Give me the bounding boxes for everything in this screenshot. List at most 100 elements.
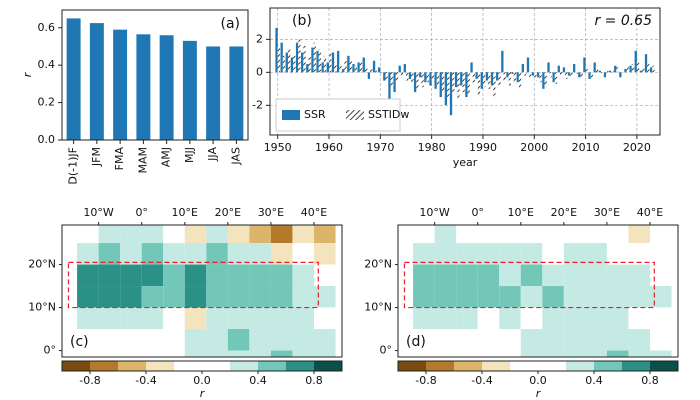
x-tick-label: 10°W xyxy=(419,206,449,219)
bar xyxy=(290,57,294,73)
map-cell xyxy=(227,225,250,244)
bar xyxy=(375,70,378,73)
x-tick-label: AMJ xyxy=(160,147,173,167)
colorbar-segment xyxy=(174,361,202,371)
bar xyxy=(573,64,576,73)
map-cell xyxy=(120,225,142,244)
bar xyxy=(521,64,525,73)
map-cell xyxy=(542,350,564,357)
bar xyxy=(631,64,635,73)
bar xyxy=(460,72,463,86)
bar xyxy=(408,72,412,79)
bar xyxy=(316,50,319,73)
panel-label: (b) xyxy=(292,13,312,29)
bar xyxy=(506,72,509,78)
map-cell xyxy=(628,286,650,308)
bar xyxy=(303,45,306,73)
map-cell xyxy=(477,264,500,287)
colorbar-label: r xyxy=(536,387,542,400)
x-tick-label: 2020 xyxy=(623,141,651,154)
bar xyxy=(298,39,301,73)
colorbar-segment xyxy=(538,361,566,371)
bar xyxy=(503,72,506,83)
x-tick-label: MJJ xyxy=(183,147,196,163)
map-cell xyxy=(520,307,543,330)
bar xyxy=(287,47,291,73)
colorbar-segment xyxy=(146,361,174,371)
colorbar-segment xyxy=(426,361,454,371)
bar xyxy=(306,64,309,73)
bar xyxy=(457,72,460,99)
bar xyxy=(334,62,337,73)
bar xyxy=(367,72,371,79)
bar xyxy=(539,72,542,83)
bar xyxy=(321,62,324,73)
map-cell xyxy=(520,350,543,357)
bar xyxy=(616,67,619,73)
map-cell xyxy=(249,307,271,330)
map-cell xyxy=(434,225,457,244)
map-cell xyxy=(520,243,543,265)
bar xyxy=(590,72,594,78)
map-cell xyxy=(77,307,99,330)
annotation: r = 0.65 xyxy=(594,13,652,29)
bar xyxy=(66,18,81,140)
map-cell xyxy=(314,225,336,244)
map-frame xyxy=(61,224,343,358)
bar xyxy=(644,54,648,73)
legend-swatch xyxy=(282,110,300,120)
bar xyxy=(393,72,396,93)
bar xyxy=(354,65,357,73)
x-tick-label: 10°E xyxy=(508,206,534,219)
map-cell xyxy=(606,225,629,244)
bar xyxy=(624,69,627,73)
x-tick-label: 10°W xyxy=(83,206,113,219)
map-cell xyxy=(542,286,564,308)
map-cell xyxy=(413,225,435,244)
map-cell xyxy=(227,329,250,351)
x-tick-label: 10°E xyxy=(172,206,198,219)
y-tick-label: 2 xyxy=(256,32,263,45)
bar xyxy=(452,72,455,94)
legend-label: SSR xyxy=(304,108,326,121)
map-cell xyxy=(585,307,607,330)
bar xyxy=(508,72,511,86)
map-cell xyxy=(270,243,293,265)
map-cell xyxy=(542,225,564,244)
colorbar-label: r xyxy=(200,387,206,400)
map-cell xyxy=(227,307,250,330)
bar xyxy=(357,62,360,73)
bar xyxy=(642,65,645,73)
colorbar-tick-label: 0.0 xyxy=(193,374,211,387)
bar xyxy=(370,69,373,73)
x-tick-label: JFM xyxy=(90,147,103,167)
map-cell xyxy=(499,225,521,244)
x-tick-label: 2000 xyxy=(520,141,548,154)
bar xyxy=(470,62,473,73)
bar xyxy=(441,72,445,93)
x-tick-label: D(-1)JF xyxy=(67,147,80,185)
map-cell xyxy=(227,264,250,287)
bar xyxy=(388,72,391,104)
map-cell xyxy=(542,243,564,265)
bar xyxy=(434,72,437,89)
colorbar-tick-label: 0.8 xyxy=(641,374,659,387)
y-tick-label: 0° xyxy=(44,344,57,357)
map-cell xyxy=(249,243,271,265)
map-cell xyxy=(477,307,500,330)
bar xyxy=(562,67,566,73)
map-cell xyxy=(650,264,672,287)
bar xyxy=(411,72,414,83)
map-cell xyxy=(628,307,650,330)
bar xyxy=(611,69,614,73)
map-cell xyxy=(314,307,336,330)
map-cell xyxy=(206,329,228,351)
map-cell xyxy=(650,329,672,351)
colorbar-segment xyxy=(202,361,230,371)
colorbar-segment xyxy=(286,361,314,371)
bar xyxy=(352,64,355,73)
y-tick-label: 0 xyxy=(256,65,263,78)
map-cell xyxy=(227,243,250,265)
y-tick-label: 10°N xyxy=(364,301,392,314)
bar xyxy=(424,72,427,83)
